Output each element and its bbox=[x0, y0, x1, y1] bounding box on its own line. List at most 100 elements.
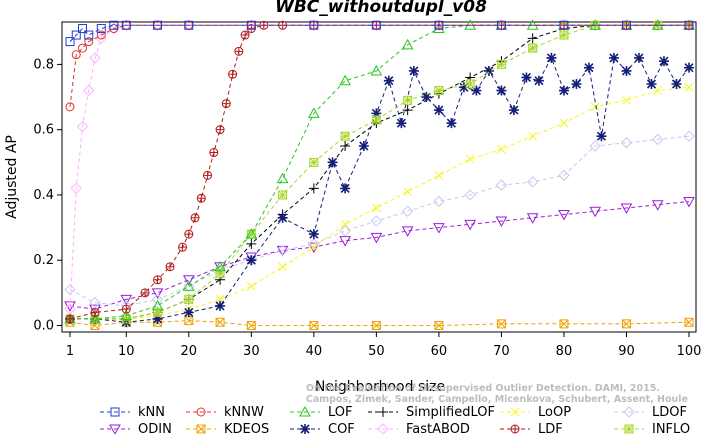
data-point-knn bbox=[559, 20, 569, 30]
legend-label-loop: LoOP bbox=[538, 405, 571, 420]
legend-item-fastabod: FastABOD bbox=[368, 422, 470, 434]
legend-marker-cof bbox=[300, 424, 310, 434]
data-point-ldf bbox=[196, 193, 206, 203]
x-tick-label: 1 bbox=[66, 344, 74, 359]
data-point-lof bbox=[589, 19, 602, 30]
data-point-loop bbox=[246, 281, 256, 291]
data-point-kdeos bbox=[246, 320, 256, 330]
legend-item-inflo: INFLO bbox=[614, 422, 690, 434]
data-point-loop bbox=[278, 262, 287, 272]
data-point-lof bbox=[370, 64, 383, 76]
legend-marker-ldf bbox=[510, 424, 520, 434]
data-point-lof bbox=[245, 228, 258, 239]
data-point-ldf bbox=[221, 99, 231, 109]
data-point-odin bbox=[401, 226, 414, 237]
series-line-fastabod bbox=[69, 24, 689, 310]
data-point-odin bbox=[620, 203, 633, 215]
x-tick-label: 100 bbox=[677, 344, 702, 359]
data-point-knn bbox=[621, 20, 631, 30]
data-point-loop bbox=[434, 171, 444, 180]
data-point-cof bbox=[215, 300, 226, 311]
data-point-loop bbox=[528, 131, 538, 141]
data-point-knn bbox=[496, 20, 506, 30]
data-point-simplifiedlof bbox=[340, 141, 351, 151]
legend-marker-ldof bbox=[623, 406, 635, 418]
data-point-ldof bbox=[401, 205, 414, 217]
legend-label-cof: COF bbox=[328, 422, 355, 434]
data-point-ldf bbox=[215, 125, 225, 135]
data-point-odin bbox=[464, 219, 477, 231]
data-point-inflo bbox=[340, 131, 350, 141]
data-point-cof bbox=[533, 75, 544, 86]
data-point-cof bbox=[371, 108, 382, 119]
data-point-loop bbox=[559, 118, 569, 128]
data-point-ldof bbox=[151, 293, 164, 306]
chart-legend: kNN ODIN kNNW KDEOS LOF COF SimplifiedLOF FastA… bbox=[100, 405, 690, 434]
data-point-cof bbox=[521, 72, 532, 83]
legend-item-ldof: LDOF bbox=[614, 405, 687, 420]
legend-label-lof: LOF bbox=[328, 405, 353, 420]
data-point-lof bbox=[89, 312, 101, 324]
legend-marker-odin bbox=[109, 424, 121, 434]
legend-item-lof: LOF bbox=[290, 405, 353, 420]
data-point-knn bbox=[78, 24, 88, 34]
data-point-lof bbox=[182, 280, 195, 291]
data-point-cof bbox=[408, 65, 419, 76]
data-point-simplifiedlof bbox=[527, 33, 538, 44]
data-point-ldof bbox=[558, 169, 570, 182]
data-point-knn bbox=[84, 30, 94, 40]
data-point-kdeos bbox=[215, 317, 225, 327]
data-point-ldf bbox=[184, 229, 194, 239]
data-point-odin bbox=[370, 232, 383, 244]
data-point-fastabod bbox=[70, 182, 82, 195]
x-tick-label: 40 bbox=[306, 344, 323, 359]
series-fastabod bbox=[64, 19, 695, 315]
data-point-cof bbox=[671, 79, 682, 89]
data-point-ldf bbox=[153, 275, 163, 285]
data-point-lof bbox=[214, 260, 226, 272]
data-point-ldof bbox=[339, 225, 351, 237]
data-point-simplifiedlof bbox=[308, 183, 319, 194]
series-loop bbox=[65, 82, 694, 324]
series-line-knnw bbox=[69, 24, 689, 107]
data-point-ldf bbox=[240, 30, 250, 40]
data-point-ldf bbox=[165, 262, 175, 272]
series-line-loop bbox=[70, 86, 690, 320]
data-point-loop bbox=[309, 242, 319, 252]
data-point-ldof bbox=[433, 195, 445, 208]
data-point-cof bbox=[684, 62, 694, 73]
data-point-cof bbox=[646, 79, 657, 89]
data-point-cof bbox=[633, 52, 644, 63]
legend-label-ldof: LDOF bbox=[652, 405, 687, 420]
data-point-knnw bbox=[78, 43, 88, 53]
data-point-ldf bbox=[90, 307, 100, 317]
data-point-knnw bbox=[71, 50, 81, 60]
series-layer bbox=[64, 19, 695, 330]
data-point-cof bbox=[458, 82, 469, 93]
series-lof bbox=[64, 19, 695, 324]
data-point-knnw bbox=[96, 30, 106, 40]
data-point-ldf bbox=[209, 148, 219, 158]
legend-item-knn: kNN bbox=[100, 405, 165, 420]
data-point-knn bbox=[65, 37, 75, 47]
data-point-kdeos bbox=[496, 319, 506, 329]
data-point-ldof bbox=[683, 130, 695, 142]
data-point-knn bbox=[184, 20, 194, 30]
data-point-ldof bbox=[495, 179, 508, 191]
chart-title: WBC_withoutdupl_v08 bbox=[275, 0, 487, 17]
legend-label-knn: kNN bbox=[138, 405, 165, 420]
y-tick-label: 0.2 bbox=[33, 253, 54, 268]
data-point-cof bbox=[277, 212, 288, 223]
data-point-inflo bbox=[434, 86, 444, 96]
legend-item-knnw: kNNW bbox=[186, 405, 264, 420]
data-point-cof bbox=[608, 52, 619, 63]
data-point-cof bbox=[658, 56, 669, 67]
data-point-knn bbox=[371, 20, 381, 30]
data-point-cof bbox=[496, 85, 507, 96]
legend-label-knnw: kNNW bbox=[224, 405, 264, 420]
legend-label-fastabod: FastABOD bbox=[406, 422, 470, 434]
data-point-knn bbox=[121, 20, 131, 30]
data-point-cof bbox=[383, 75, 394, 86]
legend-label-kdeos: KDEOS bbox=[224, 422, 269, 434]
data-point-kdeos bbox=[184, 316, 194, 326]
